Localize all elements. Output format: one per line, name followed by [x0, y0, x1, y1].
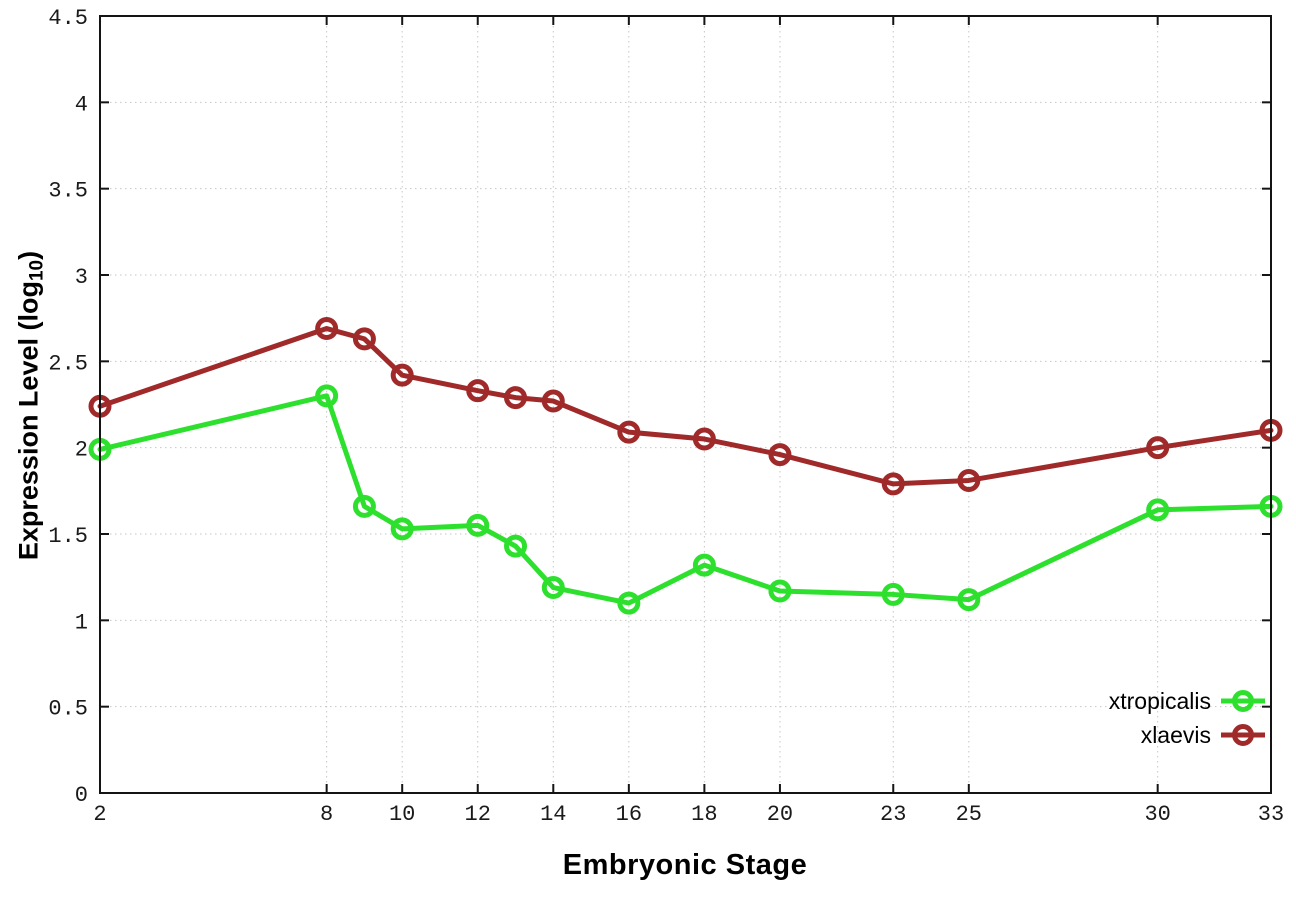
data-point-xlaevis-stage14 — [541, 389, 565, 413]
y-tick-label: 1 — [75, 610, 88, 635]
x-tick-label: 16 — [616, 802, 642, 827]
y-tick-label: 0.5 — [48, 697, 88, 722]
y-axis-title-subscript: 10 — [26, 259, 48, 282]
x-axis-title: Embryonic Stage — [562, 849, 808, 881]
data-point-xtropicalis-stage9 — [352, 494, 376, 518]
legend-sample-xlaevis-icon — [1221, 724, 1265, 746]
y-axis-title-text: Expression Level (log — [13, 281, 44, 561]
data-point-xlaevis-stage16 — [617, 420, 641, 444]
legend-item-xtropicalis: xtropicalis — [1109, 684, 1266, 718]
y-tick-label: 2 — [75, 438, 88, 463]
data-point-xtropicalis-stage10 — [390, 517, 414, 541]
data-point-xtropicalis-stage30 — [1146, 498, 1170, 522]
data-point-xtropicalis-stage12 — [466, 513, 490, 537]
legend-item-xlaevis: xlaevis — [1109, 718, 1266, 752]
data-point-xlaevis-stage12 — [466, 379, 490, 403]
data-point-xtropicalis-stage18 — [692, 553, 716, 577]
series-line-xtropicalis — [97, 393, 1274, 606]
data-point-xtropicalis-stage16 — [617, 591, 641, 615]
legend: xtropicalis xlaevis — [1109, 684, 1266, 752]
x-tick-label: 12 — [465, 802, 491, 827]
data-point-xtropicalis-stage8 — [315, 384, 339, 408]
y-tick-label: 2.5 — [48, 351, 88, 376]
data-point-xlaevis-stage8 — [315, 317, 339, 341]
x-tick-label: 20 — [767, 802, 793, 827]
x-tick-label: 10 — [389, 802, 415, 827]
x-tick-label: 14 — [540, 802, 566, 827]
data-point-xtropicalis-stage14 — [541, 576, 565, 600]
data-point-xlaevis-stage18 — [692, 427, 716, 451]
legend-label-xtropicalis: xtropicalis — [1108, 687, 1211, 714]
data-point-xlaevis-stage20 — [768, 443, 792, 467]
data-point-xtropicalis-stage23 — [881, 582, 905, 606]
data-point-xlaevis-stage30 — [1146, 436, 1170, 460]
x-tick-label: 33 — [1258, 802, 1284, 827]
data-point-xlaevis-stage13 — [504, 386, 528, 410]
y-tick-label: 4.5 — [48, 6, 88, 31]
data-point-xlaevis-stage25 — [957, 468, 981, 492]
data-point-xlaevis-stage23 — [881, 472, 905, 496]
x-tick-label: 8 — [320, 802, 333, 827]
data-point-xtropicalis-stage25 — [957, 588, 981, 612]
y-axis-title: Expression Level (log10) — [13, 225, 48, 587]
y-tick-label: 3.5 — [48, 179, 88, 204]
y-tick-label: 1.5 — [48, 524, 88, 549]
plot-border — [99, 15, 1272, 794]
x-tick-label: 18 — [691, 802, 717, 827]
y-tick-label: 4 — [75, 92, 88, 117]
data-point-xtropicalis-stage20 — [768, 579, 792, 603]
data-point-xtropicalis-stage13 — [504, 534, 528, 558]
data-point-xlaevis-stage9 — [352, 327, 376, 351]
x-tick-label: 25 — [956, 802, 982, 827]
legend-label-xlaevis: xlaevis — [1140, 721, 1211, 748]
y-tick-label: 3 — [75, 265, 88, 290]
x-tick-label: 2 — [93, 802, 106, 827]
x-tick-label: 23 — [880, 802, 906, 827]
y-tick-label: 0 — [75, 783, 88, 808]
legend-sample-xtropicalis-icon — [1221, 690, 1265, 712]
x-tick-label: 30 — [1144, 802, 1170, 827]
data-point-xlaevis-stage10 — [390, 363, 414, 387]
